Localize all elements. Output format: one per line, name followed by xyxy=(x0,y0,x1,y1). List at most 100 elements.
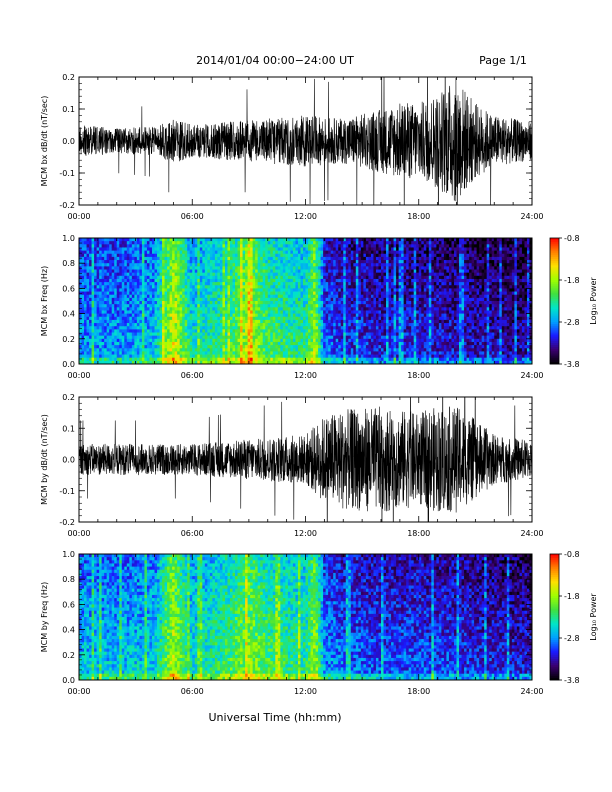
heatmap-cell xyxy=(381,351,384,355)
heatmap-cell xyxy=(315,329,319,333)
heatmap-cell xyxy=(277,360,281,365)
heatmap-cell xyxy=(270,278,274,283)
heatmap-cell xyxy=(292,266,296,270)
heatmap-cell xyxy=(192,291,196,296)
heatmap-cell xyxy=(179,272,183,277)
heatmap-cell xyxy=(79,326,82,330)
heatmap-cell xyxy=(363,269,367,274)
heatmap-cell xyxy=(134,297,138,302)
heatmap-cell xyxy=(177,269,181,274)
heatmap-cell xyxy=(287,323,291,327)
heatmap-cell xyxy=(292,278,296,283)
heatmap-cell xyxy=(159,338,163,343)
heatmap-cell xyxy=(124,269,128,274)
heatmap-cell xyxy=(149,288,153,292)
heatmap-cell xyxy=(308,329,311,333)
heatmap-cell xyxy=(370,288,374,292)
heatmap-cell xyxy=(232,357,236,362)
heatmap-cell xyxy=(260,310,264,314)
heatmap-cell xyxy=(207,332,211,337)
heatmap-cell xyxy=(106,313,110,318)
heatmap-cell xyxy=(164,275,168,280)
heatmap-cell xyxy=(99,253,103,258)
heatmap-cell xyxy=(209,241,213,245)
heatmap-cell xyxy=(214,256,218,261)
heatmap-cell xyxy=(363,301,367,305)
heatmap-cell xyxy=(363,313,367,318)
heatmap-cell xyxy=(151,294,155,299)
heatmap-cell xyxy=(335,310,339,314)
heatmap-cell xyxy=(194,348,198,352)
heatmap-cell xyxy=(285,310,289,314)
heatmap-cell xyxy=(267,260,271,264)
heatmap-cell xyxy=(310,253,314,258)
y-tick-label: 0.0 xyxy=(62,137,75,146)
heatmap-cell xyxy=(240,272,243,277)
date-range-title: 2014/01/04 00:00−24:00 UT xyxy=(196,54,354,67)
heatmap-cell xyxy=(99,269,103,274)
heatmap-cell xyxy=(338,332,342,337)
heatmap-cell xyxy=(250,285,254,289)
heatmap-cell xyxy=(149,282,153,286)
heatmap-cell xyxy=(287,294,291,299)
heatmap-cell xyxy=(318,345,321,349)
heatmap-cell xyxy=(381,360,384,365)
heatmap-cell xyxy=(373,294,377,299)
heatmap-cell xyxy=(355,272,359,277)
heatmap-cell xyxy=(240,304,243,308)
heatmap-cell xyxy=(217,338,221,343)
heatmap-cell xyxy=(375,360,379,365)
heatmap-cell xyxy=(292,250,296,255)
heatmap-cell xyxy=(217,323,221,327)
heatmap-cell xyxy=(109,256,113,261)
heatmap-cell xyxy=(129,253,133,258)
heatmap-cell xyxy=(154,341,158,346)
heatmap-cell xyxy=(315,282,319,286)
heatmap-cell xyxy=(109,301,113,305)
heatmap-cell xyxy=(197,307,201,311)
heatmap-cell xyxy=(146,238,150,242)
heatmap-cell xyxy=(189,351,193,355)
heatmap-cell xyxy=(295,278,299,283)
heatmap-cell xyxy=(136,238,140,242)
heatmap-cell xyxy=(235,294,238,299)
heatmap-cell xyxy=(154,247,158,251)
heatmap-cell xyxy=(214,269,218,274)
heatmap-cell xyxy=(308,332,311,337)
heatmap-cell xyxy=(99,263,103,267)
heatmap-cell xyxy=(255,266,259,270)
heatmap-cell xyxy=(182,241,186,245)
heatmap-cell xyxy=(335,323,339,327)
heatmap-cell xyxy=(287,285,291,289)
heatmap-cell xyxy=(355,285,359,289)
heatmap-cell xyxy=(370,326,374,330)
heatmap-cell xyxy=(172,241,176,245)
heatmap-cell xyxy=(222,323,226,327)
heatmap-cell xyxy=(106,357,110,362)
heatmap-cell xyxy=(219,301,223,305)
heatmap-cell xyxy=(270,282,274,286)
heatmap-cell xyxy=(169,285,173,289)
heatmap-cell xyxy=(280,288,284,292)
heatmap-cell xyxy=(300,360,304,365)
heatmap-cell xyxy=(358,241,362,245)
heatmap-cell xyxy=(318,285,321,289)
heatmap-cell xyxy=(89,256,92,261)
heatmap-cell xyxy=(255,297,259,302)
heatmap-cell xyxy=(348,348,352,352)
heatmap-cell xyxy=(360,288,364,292)
heatmap-cell xyxy=(109,253,113,258)
heatmap-cell xyxy=(340,319,344,324)
heatmap-cell xyxy=(111,357,115,362)
heatmap-cell xyxy=(373,260,377,264)
heatmap-cell xyxy=(350,351,354,355)
heatmap-cell xyxy=(230,282,233,286)
heatmap-cell xyxy=(320,357,324,362)
heatmap-cell xyxy=(197,275,201,280)
heatmap-cell xyxy=(245,323,249,327)
heatmap-cell xyxy=(81,319,85,324)
heatmap-cell xyxy=(214,338,218,343)
heatmap-cell xyxy=(275,250,279,255)
heatmap-cell xyxy=(222,275,226,280)
heatmap-cell xyxy=(370,241,374,245)
